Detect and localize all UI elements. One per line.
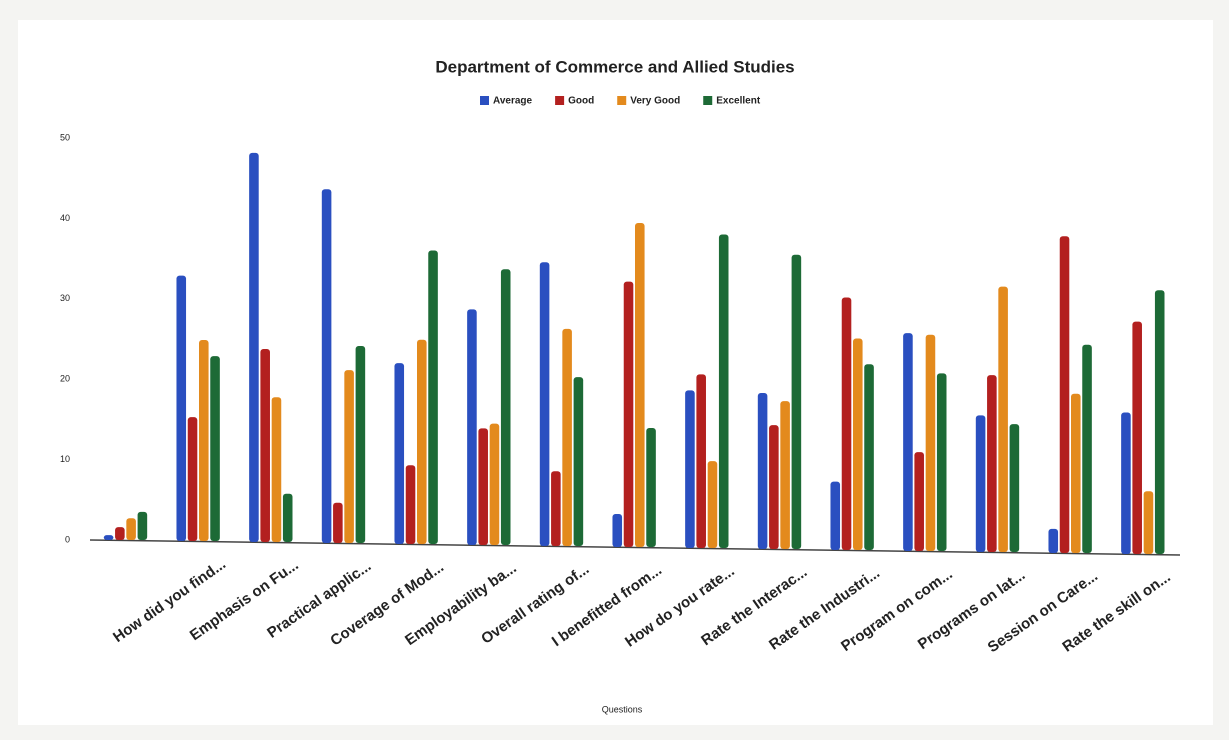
bar bbox=[936, 373, 947, 551]
bar bbox=[500, 269, 511, 545]
bar bbox=[707, 461, 718, 548]
bar bbox=[1071, 393, 1081, 553]
bar bbox=[987, 375, 997, 552]
bar bbox=[489, 423, 500, 545]
bar bbox=[1009, 424, 1020, 552]
legend-label: Average bbox=[493, 96, 533, 107]
bar bbox=[573, 377, 584, 546]
bar bbox=[333, 502, 343, 543]
legend-label: Good bbox=[568, 96, 594, 107]
bar bbox=[757, 393, 768, 549]
bar bbox=[791, 254, 802, 549]
bar bbox=[344, 370, 354, 543]
bar bbox=[126, 518, 136, 540]
bar bbox=[623, 281, 634, 547]
bar bbox=[1059, 236, 1070, 553]
bar bbox=[282, 493, 293, 542]
bar bbox=[103, 535, 114, 540]
bar bbox=[685, 390, 695, 548]
bar bbox=[271, 397, 282, 542]
bar bbox=[210, 356, 220, 541]
bar bbox=[864, 364, 874, 550]
bar bbox=[1143, 491, 1154, 554]
y-tick-label: 40 bbox=[60, 213, 70, 223]
y-tick-label: 50 bbox=[60, 132, 70, 142]
bar bbox=[1121, 412, 1131, 554]
bar bbox=[321, 189, 332, 544]
y-tick-label: 20 bbox=[60, 374, 70, 384]
bar bbox=[635, 222, 645, 547]
bar bbox=[925, 334, 936, 551]
bar bbox=[914, 452, 924, 551]
legend-swatch bbox=[617, 96, 627, 105]
y-tick-label: 10 bbox=[60, 454, 70, 464]
bar bbox=[417, 339, 427, 544]
x-axis bbox=[89, 539, 1181, 556]
bar bbox=[646, 428, 656, 547]
bar bbox=[1132, 321, 1142, 554]
y-tick-label: 0 bbox=[65, 534, 70, 544]
bar bbox=[696, 374, 706, 548]
bar bbox=[394, 363, 405, 544]
bar bbox=[769, 425, 779, 549]
bar bbox=[355, 346, 366, 543]
bar bbox=[428, 250, 438, 545]
bar bbox=[137, 511, 148, 540]
legend-swatch bbox=[555, 96, 565, 105]
bar bbox=[718, 234, 729, 548]
bar bbox=[612, 514, 623, 547]
bar bbox=[1048, 528, 1059, 553]
legend-swatch bbox=[703, 96, 713, 105]
bar bbox=[562, 328, 572, 546]
bar bbox=[853, 338, 863, 550]
legend-label: Very Good bbox=[630, 96, 680, 107]
bar bbox=[260, 349, 270, 542]
chart-title: Department of Commerce and Allied Studie… bbox=[435, 57, 794, 76]
bar bbox=[176, 275, 187, 541]
y-tick-label: 30 bbox=[60, 293, 70, 303]
bar bbox=[539, 262, 550, 546]
x-axis-label: Questions bbox=[602, 704, 643, 714]
bar bbox=[1154, 290, 1165, 554]
legend-label: Excellent bbox=[716, 96, 761, 107]
legend-swatch bbox=[480, 96, 489, 105]
bar bbox=[975, 415, 986, 552]
bar bbox=[199, 340, 209, 541]
bar bbox=[551, 471, 561, 546]
bar bbox=[841, 297, 852, 550]
bar bbox=[115, 527, 125, 540]
bar bbox=[405, 465, 416, 544]
bar bbox=[903, 333, 913, 551]
bar bbox=[1082, 344, 1092, 553]
bar bbox=[830, 481, 841, 550]
bar bbox=[467, 309, 477, 545]
bar bbox=[187, 417, 198, 541]
bar bbox=[780, 401, 790, 549]
bar bbox=[249, 152, 259, 542]
bar bbox=[998, 286, 1008, 552]
bar bbox=[478, 428, 488, 545]
